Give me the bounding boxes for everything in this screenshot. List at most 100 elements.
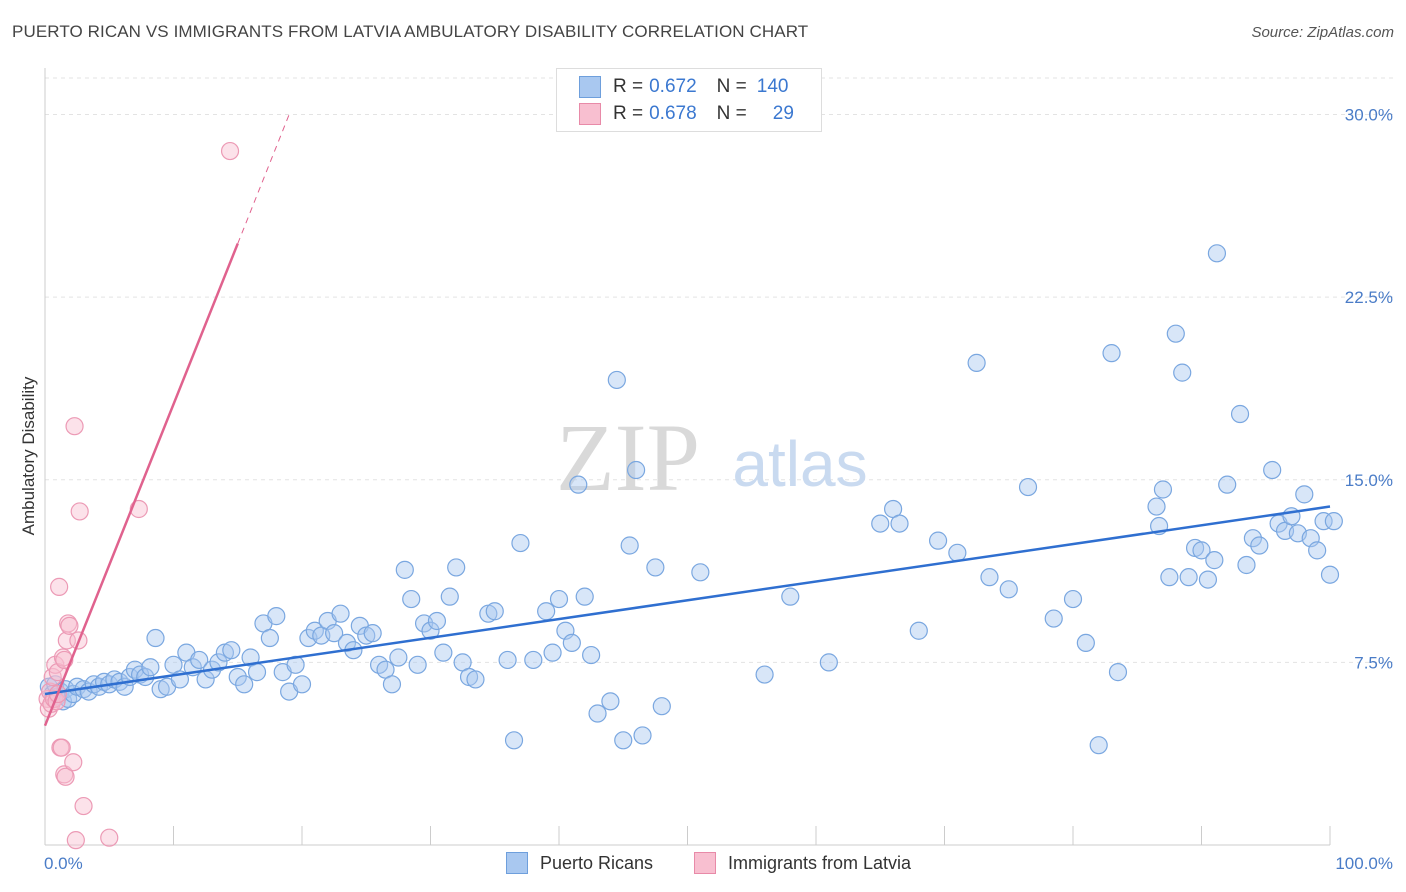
legend-row-latvia: R = 0.678 N = 29 bbox=[579, 101, 794, 127]
bottom-legend-latvia[interactable]: Immigrants from Latvia bbox=[694, 852, 911, 874]
chart-title: PUERTO RICAN VS IMMIGRANTS FROM LATVIA A… bbox=[12, 22, 809, 41]
legend-row-puerto-ricans: R = 0.672 N = 140 bbox=[579, 74, 788, 100]
trend-line-latvia bbox=[43, 243, 239, 727]
data-point-puerto-ricans bbox=[389, 648, 408, 667]
legend-swatch-blue bbox=[579, 76, 601, 98]
data-point-puerto-ricans bbox=[549, 589, 569, 609]
legend-swatch-pink bbox=[579, 103, 601, 125]
data-point-puerto-ricans bbox=[1205, 551, 1224, 570]
data-point-puerto-ricans bbox=[1147, 497, 1166, 516]
legend-n-value: 140 bbox=[756, 76, 789, 97]
watermark: ZIP atlas bbox=[556, 404, 868, 511]
data-point-puerto-ricans bbox=[871, 514, 890, 533]
data-point-puerto-ricans bbox=[325, 624, 344, 643]
data-point-puerto-ricans bbox=[691, 563, 710, 582]
data-point-latvia bbox=[60, 616, 79, 635]
bottom-legend-swatch-pink bbox=[694, 852, 716, 874]
data-point-puerto-ricans bbox=[1314, 512, 1333, 531]
data-point-puerto-ricans bbox=[588, 704, 607, 723]
data-point-puerto-ricans bbox=[228, 667, 247, 687]
data-point-puerto-ricans bbox=[646, 558, 665, 577]
data-point-latvia bbox=[66, 831, 85, 850]
data-point-puerto-ricans bbox=[421, 621, 440, 640]
series-latvia bbox=[38, 141, 240, 850]
data-point-puerto-ricans bbox=[498, 650, 517, 670]
data-point-puerto-ricans bbox=[1166, 324, 1185, 343]
data-point-puerto-ricans bbox=[575, 587, 594, 606]
data-point-latvia bbox=[46, 655, 65, 674]
watermark-atlas: atlas bbox=[732, 428, 867, 500]
legend-r-label: R = bbox=[613, 103, 644, 124]
data-point-puerto-ricans bbox=[755, 665, 774, 684]
data-point-puerto-ricans bbox=[1018, 477, 1038, 497]
data-point-puerto-ricans bbox=[1198, 570, 1218, 589]
data-point-puerto-ricans bbox=[141, 658, 160, 677]
data-point-puerto-ricans bbox=[1108, 663, 1128, 682]
bottom-legend-label: Immigrants from Latvia bbox=[728, 852, 912, 873]
data-point-puerto-ricans bbox=[999, 580, 1018, 599]
data-point-puerto-ricans bbox=[190, 650, 209, 670]
data-point-puerto-ricans bbox=[582, 645, 601, 665]
data-point-puerto-ricans bbox=[427, 611, 447, 631]
data-point-puerto-ricans bbox=[125, 660, 145, 679]
data-point-puerto-ricans bbox=[504, 731, 524, 750]
legend-r-value: 0.678 bbox=[649, 103, 697, 124]
data-point-puerto-ricans bbox=[1295, 485, 1314, 504]
legend-n-label: N = bbox=[716, 103, 747, 124]
data-point-puerto-ricans bbox=[1263, 460, 1282, 480]
data-point-puerto-ricans bbox=[948, 543, 967, 562]
data-point-latvia bbox=[74, 796, 93, 816]
data-point-puerto-ricans bbox=[601, 692, 620, 711]
data-point-puerto-ricans bbox=[363, 624, 382, 643]
data-point-puerto-ricans bbox=[537, 602, 556, 621]
data-point-puerto-ricans bbox=[543, 643, 562, 662]
bottom-legend: Puerto Ricans Immigrants from Latvia bbox=[0, 852, 1406, 880]
data-point-puerto-ricans bbox=[928, 531, 948, 550]
y-tick-label: 15.0% bbox=[1345, 471, 1393, 490]
y-tick-label: 7.5% bbox=[1354, 653, 1393, 672]
data-point-puerto-ricans bbox=[209, 653, 228, 672]
x-tick-label: 100.0% bbox=[1335, 854, 1393, 873]
data-point-puerto-ricans bbox=[402, 589, 421, 609]
bottom-legend-puerto-ricans[interactable]: Puerto Ricans bbox=[506, 852, 653, 874]
data-point-puerto-ricans bbox=[781, 587, 800, 606]
data-point-puerto-ricans bbox=[819, 653, 838, 672]
data-point-puerto-ricans bbox=[1324, 512, 1343, 531]
data-point-puerto-ricans bbox=[440, 587, 459, 606]
data-point-puerto-ricans bbox=[1192, 541, 1211, 560]
data-point-puerto-ricans bbox=[1218, 475, 1237, 494]
data-point-puerto-ricans bbox=[1076, 633, 1095, 653]
data-point-latvia bbox=[70, 502, 89, 521]
data-point-puerto-ricans bbox=[562, 633, 581, 653]
legend-r-value: 0.672 bbox=[649, 76, 697, 97]
data-point-puerto-ricans bbox=[1160, 568, 1179, 587]
legend-n-value: 29 bbox=[772, 103, 794, 124]
data-point-puerto-ricans bbox=[382, 675, 402, 694]
y-tick-label: 30.0% bbox=[1345, 106, 1393, 125]
data-point-puerto-ricans bbox=[980, 568, 999, 587]
tick-labels: 7.5% 15.0% 22.5% 30.0% 0.0% 100.0% bbox=[44, 106, 1393, 873]
data-point-puerto-ricans bbox=[614, 731, 633, 750]
data-point-puerto-ricans bbox=[292, 675, 312, 694]
x-tick-label: 0.0% bbox=[44, 854, 83, 873]
data-point-puerto-ricans bbox=[1243, 529, 1263, 548]
trend-line-puerto-ricans bbox=[44, 505, 1331, 696]
data-point-puerto-ricans bbox=[1063, 589, 1083, 609]
trend-line-latvia-extension bbox=[237, 114, 290, 244]
data-point-puerto-ricans bbox=[967, 353, 986, 372]
data-point-puerto-ricans bbox=[890, 514, 909, 533]
data-point-puerto-ricans bbox=[434, 643, 453, 662]
data-point-latvia bbox=[65, 417, 84, 436]
data-point-puerto-ricans bbox=[146, 628, 165, 648]
data-point-puerto-ricans bbox=[620, 536, 639, 555]
data-point-puerto-ricans bbox=[1173, 363, 1192, 382]
data-point-puerto-ricans bbox=[1207, 244, 1227, 263]
data-point-puerto-ricans bbox=[267, 607, 286, 626]
data-point-puerto-ricans bbox=[633, 726, 652, 745]
bottom-legend-label: Puerto Ricans bbox=[540, 852, 654, 873]
axes bbox=[44, 68, 1331, 846]
legend-r-label: R = bbox=[613, 76, 644, 97]
data-point-latvia bbox=[220, 141, 240, 161]
data-point-puerto-ricans bbox=[260, 628, 279, 648]
data-point-latvia bbox=[56, 767, 75, 786]
